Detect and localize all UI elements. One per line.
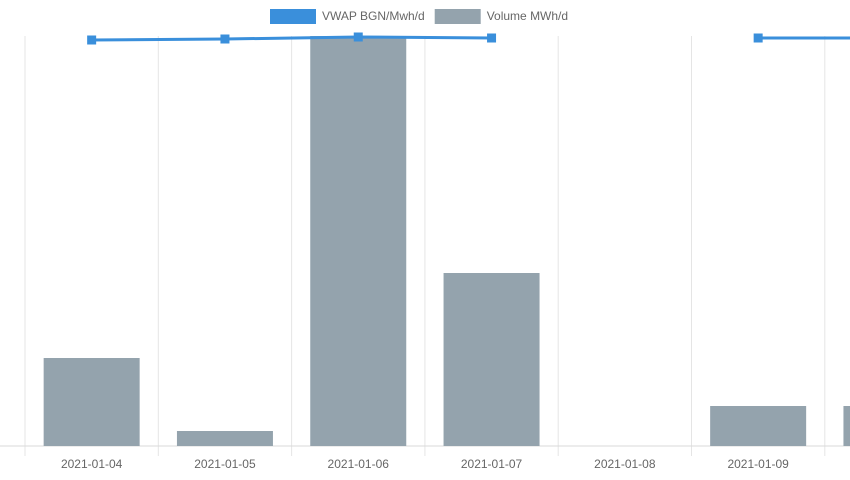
point bbox=[487, 33, 497, 43]
point bbox=[220, 34, 230, 44]
bar bbox=[43, 358, 140, 446]
bar bbox=[843, 406, 850, 446]
point bbox=[753, 33, 763, 43]
bar bbox=[310, 36, 407, 446]
legend-label: Volume MWh/d bbox=[487, 9, 568, 23]
x-tick-label: 2021-01-04 bbox=[61, 457, 123, 471]
line bbox=[91, 35, 850, 42]
x-tick-label: 2021-01-05 bbox=[194, 457, 256, 471]
legend-label: VWAP BGN/Mwh/d bbox=[322, 9, 425, 23]
bar bbox=[443, 273, 540, 446]
x-tick-label: 2021-01-06 bbox=[328, 457, 390, 471]
bar bbox=[710, 406, 807, 446]
legend-swatch bbox=[434, 9, 481, 24]
legend-swatch bbox=[270, 9, 316, 24]
x-tick-label: 2021-01-07 bbox=[461, 457, 523, 471]
x-tick-label: 2021-01-08 bbox=[594, 457, 656, 471]
point bbox=[87, 35, 97, 45]
bar bbox=[176, 431, 273, 446]
point bbox=[353, 32, 363, 42]
x-tick-label: 2021-01-09 bbox=[727, 457, 789, 471]
